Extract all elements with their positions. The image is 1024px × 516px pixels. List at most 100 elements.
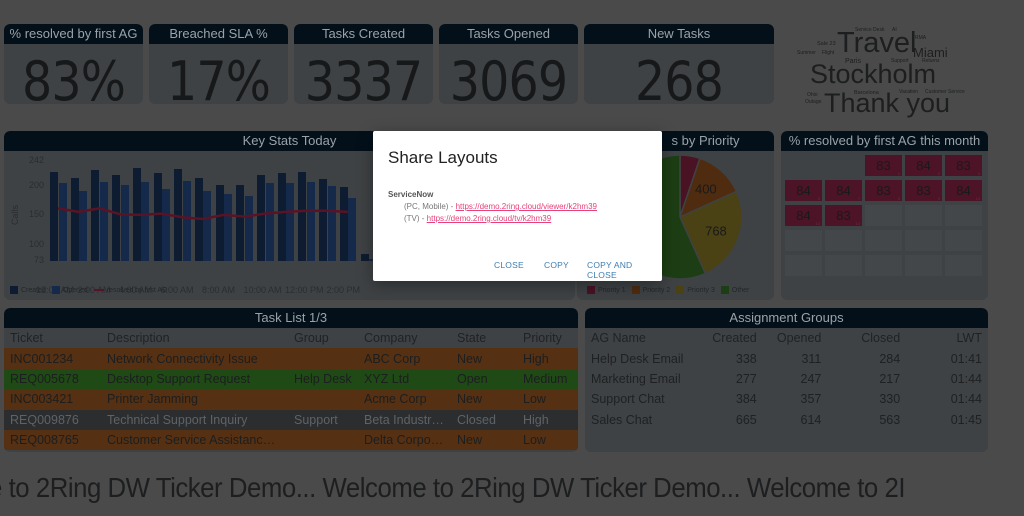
word-cloud: Service Desk AI Sale 23 Travel RMA Summe…	[780, 20, 1024, 130]
bar-created[interactable]	[174, 168, 183, 261]
day-value: 83	[956, 158, 971, 173]
legend-priority-1[interactable]: Priority 1	[587, 286, 626, 294]
bar-opened[interactable]	[306, 182, 315, 261]
column-header[interactable]: Priority	[523, 331, 562, 346]
pc-mobile-link[interactable]: https://demo.2ring.cloud/viewer/k2hm39	[455, 202, 597, 211]
legend-resolved[interactable]: resolved by first AG	[93, 287, 168, 294]
word: Sale 23	[817, 41, 836, 47]
bar-created[interactable]	[277, 173, 286, 261]
task-row[interactable]: REQ009876 Technical Support Inquiry Suppor…	[4, 409, 578, 430]
bar-opened[interactable]	[79, 190, 88, 261]
ag-cell: 311	[801, 351, 822, 366]
tv-link[interactable]: https://demo.2ring.cloud/tv/k2hm39	[426, 214, 552, 223]
column-header[interactable]: AG Name	[591, 331, 646, 346]
legend-priority-2[interactable]: Priority 2	[631, 286, 670, 294]
word: Miami	[913, 45, 948, 60]
task-row[interactable]: INC003421 Printer Jamming Acme Corp New Low	[4, 389, 578, 410]
calendar-day[interactable]: 83 1	[865, 155, 902, 176]
kpi-title: Tasks Opened	[439, 24, 578, 44]
calendar-day[interactable]: 84 13	[785, 205, 822, 226]
column-header[interactable]: Group	[294, 331, 329, 346]
legend-created[interactable]: Created	[10, 286, 46, 294]
bar-opened[interactable]	[244, 195, 253, 261]
calendar-day	[785, 155, 822, 176]
column-header[interactable]: State	[457, 331, 487, 346]
ag-row[interactable]: Support Chat 384 357 330 01:44	[585, 389, 988, 409]
bar-opened[interactable]	[265, 183, 274, 261]
legend-priority-3[interactable]: Priority 3	[676, 286, 715, 294]
copy-button[interactable]: COPY	[544, 260, 569, 270]
close-button[interactable]: CLOSE	[494, 260, 524, 270]
legend-opened[interactable]: Opened	[51, 286, 88, 294]
word: Thank you	[824, 88, 951, 118]
bar-opened[interactable]	[120, 185, 129, 261]
bar-created[interactable]	[91, 170, 100, 261]
word: Returns	[922, 58, 940, 64]
ag-cell: 614	[800, 412, 822, 427]
calendar-day[interactable]: 84 10	[945, 180, 982, 201]
task-row[interactable]: REQ008765 Customer Service Assistance … De…	[4, 429, 578, 451]
column-header[interactable]: Description	[107, 331, 170, 346]
bar-created[interactable]	[360, 253, 369, 261]
calendar-day[interactable]: 84 6	[785, 180, 822, 201]
calendar-day	[905, 230, 942, 251]
ag-cell: 01:44	[950, 371, 982, 386]
bar-opened[interactable]	[224, 194, 233, 261]
task-cell: Support	[288, 409, 358, 430]
calendar-day[interactable]: 83 14	[825, 205, 862, 226]
pie-slice[interactable]	[679, 190, 743, 275]
bar-created[interactable]	[298, 172, 307, 261]
kpi-tasks-opened: Tasks Opened 3069	[439, 24, 578, 104]
bar-created[interactable]	[257, 175, 265, 261]
task-cell: REQ005678	[10, 371, 79, 386]
bar-opened[interactable]	[327, 186, 336, 261]
ag-row[interactable]: Marketing Email 277 247 217 01:44	[585, 369, 988, 389]
task-cell	[288, 430, 358, 450]
column-header[interactable]: Ticket	[10, 331, 43, 346]
task-row[interactable]: INC001234 Network Connectivity Issue ABC C…	[4, 348, 578, 369]
calendar-day[interactable]: 83 3	[945, 155, 982, 176]
bar-created[interactable]	[236, 184, 245, 261]
bar-opened[interactable]	[182, 180, 191, 261]
calendar-day[interactable]: 83 9	[905, 180, 942, 201]
bar-opened[interactable]	[58, 182, 67, 261]
calendar-day[interactable]: 84 2	[905, 155, 942, 176]
calendar-day[interactable]: 83 8	[865, 180, 902, 201]
bar-created[interactable]	[339, 187, 348, 261]
copy-and-close-button[interactable]: COPY AND CLOSE	[587, 260, 633, 280]
calendar-day	[945, 255, 982, 276]
word: Paris	[845, 58, 861, 65]
day-number: 8	[897, 196, 900, 201]
bar-opened[interactable]	[162, 189, 170, 261]
ag-row[interactable]: Help Desk Email 338 311 284 01:41	[585, 348, 988, 368]
task-row[interactable]: REQ005678 Desktop Support Request Help Des…	[4, 368, 578, 390]
calendar-day	[945, 230, 982, 251]
pie-label: 400	[695, 182, 717, 197]
day-value: 83	[916, 183, 931, 198]
legend-other[interactable]: Other	[720, 286, 749, 294]
bar-opened[interactable]	[99, 181, 108, 261]
x-tick: 10:00 AM	[243, 285, 282, 295]
column-header[interactable]: LWT	[956, 331, 982, 346]
bar-created[interactable]	[153, 173, 162, 261]
column-header[interactable]: Opened	[776, 331, 822, 346]
bar-opened[interactable]	[286, 183, 295, 261]
bar-opened[interactable]	[141, 181, 150, 261]
ticker-text: e to 2Ring DW Ticker Demo... Welcome to …	[0, 472, 906, 503]
bar-created[interactable]	[50, 172, 58, 261]
bar-created[interactable]	[215, 185, 224, 261]
pie-legend: Priority 1 Priority 2 Priority 3 Other	[587, 286, 749, 294]
ag-row[interactable]: Sales Chat 665 614 563 01:45	[585, 410, 988, 430]
column-header[interactable]: Closed	[861, 331, 901, 346]
kpi-value: 83%	[22, 50, 126, 104]
column-header[interactable]: Company	[364, 331, 418, 346]
bar-opened[interactable]	[203, 191, 212, 261]
bar-created[interactable]	[70, 177, 79, 261]
bar-created[interactable]	[112, 175, 121, 261]
kpi-breached-sla: Breached SLA % 17%	[149, 24, 288, 104]
column-header[interactable]: Created	[712, 331, 757, 346]
bar-created[interactable]	[319, 178, 328, 261]
bar-opened[interactable]	[348, 197, 357, 261]
calendar-day[interactable]: 84 7	[825, 180, 862, 201]
